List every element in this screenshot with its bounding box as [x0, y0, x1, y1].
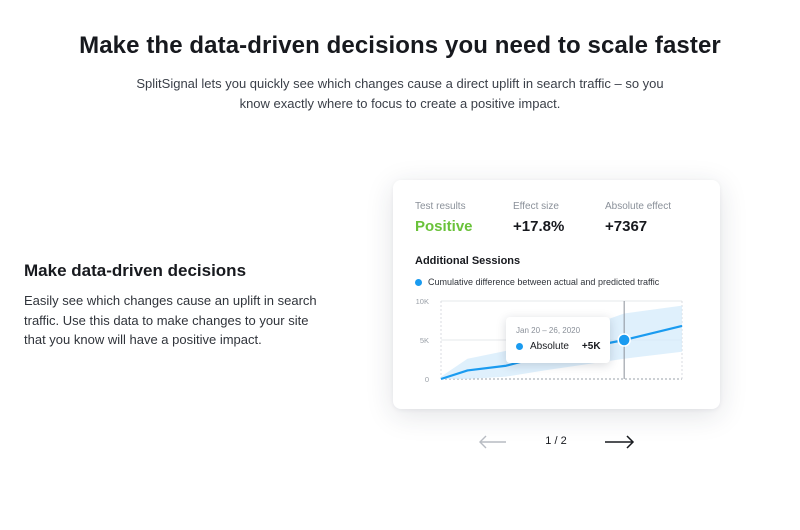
arrow-left-icon [479, 435, 506, 449]
chart-tooltip: Jan 20 – 26, 2020 Absolute +5K [506, 317, 610, 363]
pager-count: 1 / 2 [545, 435, 567, 447]
y-tick-label: 5K [420, 336, 429, 345]
metric-label-effect-size: Effect size [513, 201, 559, 212]
metric-label-test-results: Test results [415, 201, 466, 212]
sessions-title: Additional Sessions [415, 255, 521, 267]
legend-dot-icon [415, 278, 422, 286]
hero-title: Make the data-driven decisions you need … [79, 32, 721, 59]
tooltip-date: Jan 20 – 26, 2020 [516, 326, 581, 335]
arrow-right-icon [605, 435, 635, 449]
y-tick-label: 10K [416, 297, 429, 306]
feature-title: Make data-driven decisions [24, 261, 247, 280]
tooltip-dot-icon [516, 343, 523, 350]
pager-next-button[interactable] [603, 432, 635, 452]
tooltip-value: +5K [581, 341, 601, 352]
carousel-pager: 1 / 2 [0, 432, 800, 452]
hero-subtitle: SplitSignal lets you quickly see which c… [136, 76, 664, 111]
metric-value-effect-size: +17.8% [513, 218, 565, 235]
tooltip-row: Absolute +5K [516, 341, 601, 352]
tooltip-label: Absolute [530, 341, 569, 352]
chart-legend: Cumulative difference between actual and… [415, 277, 659, 287]
metric-value-absolute-effect: +7367 [605, 218, 648, 235]
y-tick-label: 0 [425, 375, 429, 384]
pager-prev-button[interactable] [478, 432, 508, 452]
feature-description: Easily see which changes cause an uplift… [24, 293, 317, 347]
sessions-chart[interactable]: 10K 5K 0 [393, 180, 720, 409]
test-results-card: Test results Positive Effect size +17.8%… [393, 180, 720, 409]
metric-label-absolute-effect: Absolute effect [605, 201, 671, 212]
chart-highlight-point[interactable] [617, 333, 631, 347]
legend-label: Cumulative difference between actual and… [428, 277, 660, 287]
metric-value-test-results: Positive [415, 218, 473, 235]
